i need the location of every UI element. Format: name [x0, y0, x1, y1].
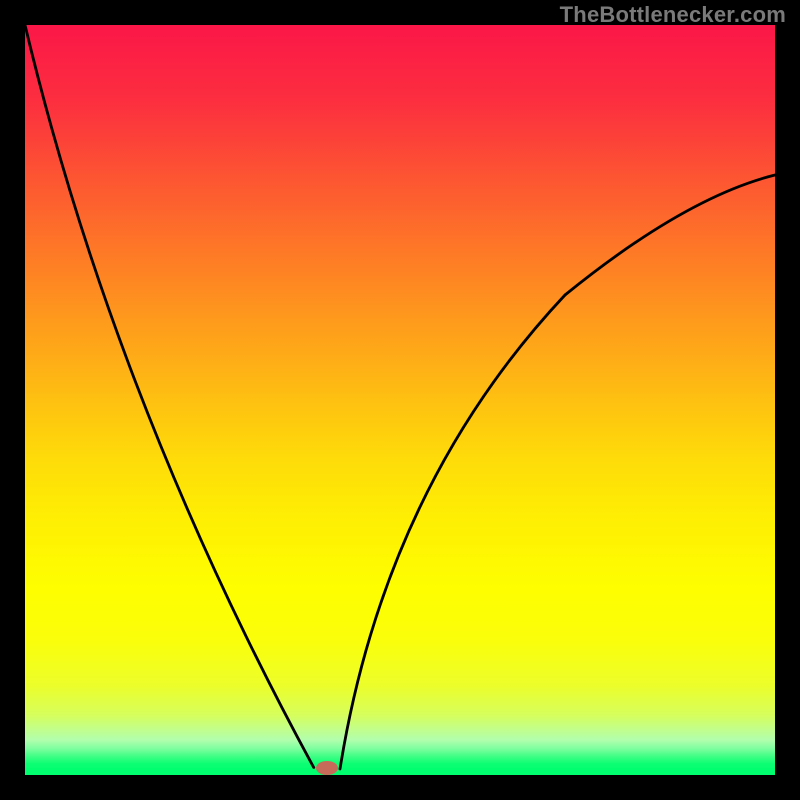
chart-stage: TheBottlenecker.com: [0, 0, 800, 800]
watermark-text: TheBottlenecker.com: [560, 2, 786, 28]
optimal-point-marker: [316, 761, 338, 775]
plot-gradient-background: [25, 25, 775, 775]
plot-bottom-strip: [25, 768, 775, 775]
